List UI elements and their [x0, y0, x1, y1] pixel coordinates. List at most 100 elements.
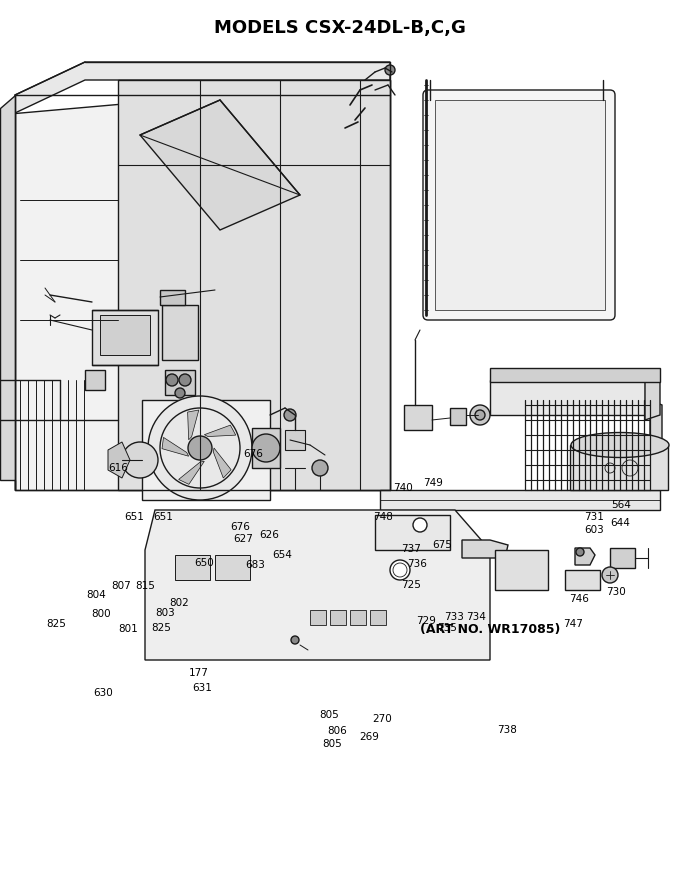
Polygon shape	[645, 370, 660, 420]
Text: 815: 815	[135, 581, 155, 592]
Polygon shape	[252, 428, 280, 468]
Text: 269: 269	[359, 732, 379, 742]
Text: 644: 644	[610, 517, 630, 528]
Polygon shape	[188, 410, 199, 440]
Polygon shape	[380, 490, 660, 510]
Text: 631: 631	[192, 683, 213, 693]
Circle shape	[602, 567, 618, 583]
Text: 651: 651	[124, 511, 144, 522]
Text: 626: 626	[259, 530, 279, 540]
Circle shape	[385, 65, 395, 75]
Text: 683: 683	[245, 560, 265, 571]
Text: 749: 749	[423, 478, 443, 489]
Polygon shape	[162, 437, 188, 456]
Polygon shape	[165, 370, 195, 395]
Circle shape	[576, 548, 584, 556]
Text: 650: 650	[194, 558, 214, 568]
Text: 806: 806	[327, 725, 347, 736]
Text: 177: 177	[188, 668, 209, 678]
Circle shape	[291, 636, 299, 644]
Polygon shape	[140, 100, 300, 230]
Polygon shape	[100, 315, 150, 355]
Circle shape	[122, 442, 158, 478]
Text: 676: 676	[230, 522, 250, 532]
Text: 627: 627	[233, 534, 253, 545]
Polygon shape	[0, 95, 15, 490]
Polygon shape	[215, 555, 250, 580]
Polygon shape	[179, 461, 204, 484]
Polygon shape	[145, 510, 490, 660]
Text: 564: 564	[611, 500, 631, 510]
Polygon shape	[450, 408, 466, 425]
Text: 825: 825	[46, 619, 66, 629]
Polygon shape	[175, 555, 210, 580]
Text: 805: 805	[319, 710, 339, 720]
Circle shape	[284, 409, 296, 421]
Text: 805: 805	[322, 739, 342, 749]
Polygon shape	[565, 570, 600, 590]
Circle shape	[252, 434, 280, 462]
Polygon shape	[650, 400, 662, 490]
Text: 729: 729	[415, 615, 436, 626]
Text: 731: 731	[584, 511, 605, 522]
Circle shape	[179, 374, 191, 386]
Polygon shape	[490, 380, 645, 415]
Polygon shape	[108, 442, 130, 478]
Text: 730: 730	[606, 586, 626, 597]
Polygon shape	[350, 610, 366, 625]
Ellipse shape	[571, 433, 669, 457]
Text: 807: 807	[111, 581, 131, 592]
Text: 733: 733	[444, 612, 464, 622]
Text: 630: 630	[93, 688, 114, 698]
Polygon shape	[575, 548, 595, 565]
Polygon shape	[214, 448, 231, 478]
Text: 616: 616	[108, 463, 129, 474]
Text: (ART NO. WR17085): (ART NO. WR17085)	[420, 623, 560, 636]
Text: 676: 676	[243, 448, 264, 459]
Text: 740: 740	[392, 482, 413, 493]
Text: 825: 825	[151, 622, 171, 633]
Polygon shape	[285, 430, 305, 450]
Circle shape	[175, 388, 185, 398]
Text: 675: 675	[432, 540, 453, 551]
Text: 747: 747	[563, 619, 583, 629]
Polygon shape	[162, 305, 198, 360]
Polygon shape	[92, 310, 158, 365]
Circle shape	[312, 460, 328, 476]
Circle shape	[148, 396, 252, 500]
Circle shape	[188, 436, 212, 460]
Text: 802: 802	[169, 598, 189, 608]
Polygon shape	[610, 548, 635, 568]
Polygon shape	[495, 550, 548, 590]
Text: 804: 804	[86, 590, 107, 600]
Polygon shape	[462, 540, 508, 558]
Text: 725: 725	[401, 579, 421, 590]
Polygon shape	[435, 100, 605, 310]
Text: 803: 803	[155, 607, 175, 618]
Polygon shape	[490, 368, 660, 382]
Text: 651: 651	[153, 511, 173, 522]
FancyBboxPatch shape	[423, 90, 615, 320]
Polygon shape	[160, 290, 185, 305]
Text: 736: 736	[407, 558, 428, 569]
Text: 270: 270	[372, 714, 392, 725]
Circle shape	[413, 518, 427, 532]
Text: 738: 738	[496, 725, 517, 735]
Text: 748: 748	[373, 511, 393, 522]
Circle shape	[475, 410, 485, 420]
Polygon shape	[310, 610, 326, 625]
Text: 603: 603	[583, 524, 604, 535]
Circle shape	[470, 405, 490, 425]
Polygon shape	[570, 445, 668, 490]
Polygon shape	[15, 80, 390, 490]
Polygon shape	[85, 370, 105, 390]
Text: 746: 746	[569, 593, 590, 604]
Text: 654: 654	[272, 550, 292, 560]
Polygon shape	[375, 515, 450, 550]
Polygon shape	[370, 610, 386, 625]
Text: 737: 737	[401, 544, 421, 554]
Text: 801: 801	[118, 624, 139, 635]
Text: MODELS CSX-24DL-B,C,G: MODELS CSX-24DL-B,C,G	[214, 19, 466, 37]
Polygon shape	[330, 610, 346, 625]
Text: 734: 734	[466, 612, 486, 622]
